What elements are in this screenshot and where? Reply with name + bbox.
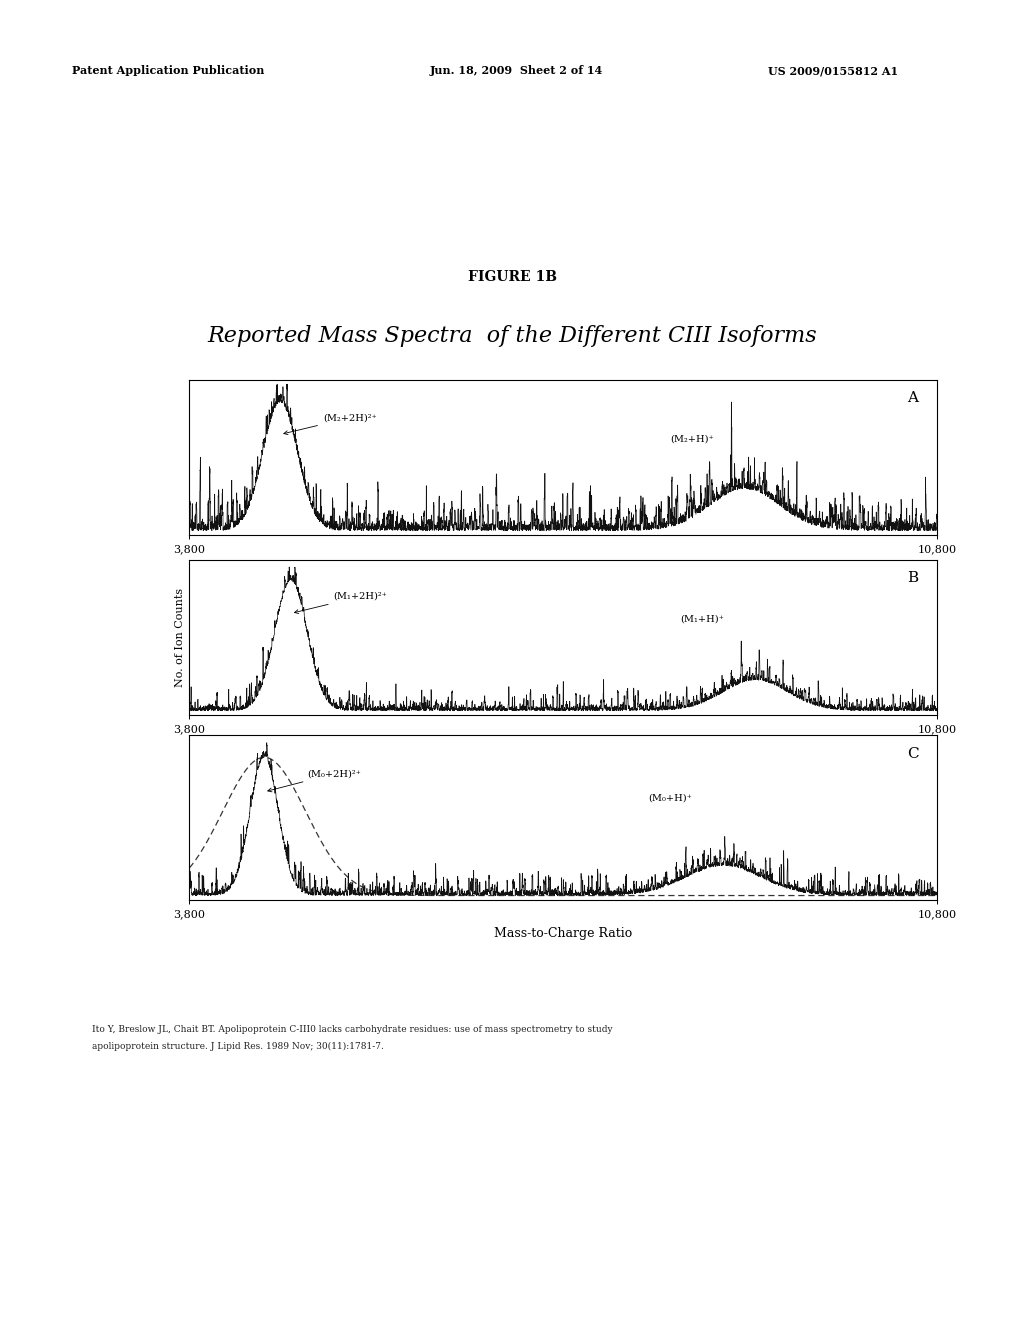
Text: US 2009/0155812 A1: US 2009/0155812 A1 <box>768 65 898 77</box>
Text: A: A <box>907 391 919 405</box>
Text: apolipoprotein structure. J Lipid Res. 1989 Nov; 30(11):1781-7.: apolipoprotein structure. J Lipid Res. 1… <box>92 1043 384 1051</box>
Text: Ito Y, Breslow JL, Chait BT. Apolipoprotein C-III0 lacks carbohydrate residues: : Ito Y, Breslow JL, Chait BT. Apolipoprot… <box>92 1026 612 1034</box>
Text: Patent Application Publication: Patent Application Publication <box>72 65 264 77</box>
Text: C: C <box>906 747 919 760</box>
Text: Reported Mass Spectra  of the Different CIII Isoforms: Reported Mass Spectra of the Different C… <box>207 325 817 347</box>
Text: B: B <box>907 570 919 585</box>
Text: (M₀+2H)²⁺: (M₀+2H)²⁺ <box>268 770 360 792</box>
Y-axis label: No. of Ion Counts: No. of Ion Counts <box>175 587 185 688</box>
Text: (M₁+H)⁺: (M₁+H)⁺ <box>681 614 725 623</box>
Text: Jun. 18, 2009  Sheet 2 of 14: Jun. 18, 2009 Sheet 2 of 14 <box>430 65 603 77</box>
Text: FIGURE 1B: FIGURE 1B <box>468 271 556 284</box>
Text: (M₂+H)⁺: (M₂+H)⁺ <box>670 434 714 444</box>
Text: (M₀+H)⁺: (M₀+H)⁺ <box>648 793 692 803</box>
X-axis label: Mass-to-Charge Ratio: Mass-to-Charge Ratio <box>494 928 633 940</box>
Text: (M₂+2H)²⁺: (M₂+2H)²⁺ <box>284 413 377 434</box>
Text: (M₁+2H)²⁺: (M₁+2H)²⁺ <box>295 593 387 614</box>
